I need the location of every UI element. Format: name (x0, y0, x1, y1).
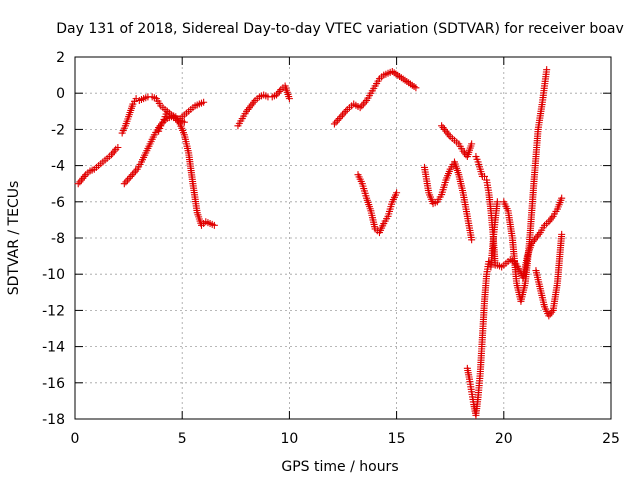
x-tick-label: 0 (71, 431, 80, 447)
data-point (210, 221, 218, 229)
x-tick-label: 10 (280, 431, 298, 447)
data-point (76, 178, 84, 186)
y-tick-label: -12 (42, 303, 65, 319)
y-tick-label: 2 (56, 50, 65, 66)
series-arc-13 (500, 66, 551, 305)
data-point (393, 189, 401, 197)
data-point (412, 84, 420, 92)
series-arc-8 (420, 158, 476, 244)
data-point (334, 116, 342, 124)
series-arc-5 (234, 82, 293, 130)
data-point (481, 172, 489, 180)
data-point (128, 171, 136, 179)
series-arc-4 (155, 107, 188, 135)
y-tick-label: -6 (51, 195, 65, 211)
data-point (335, 115, 343, 123)
data-points (74, 66, 566, 419)
data-point (558, 230, 566, 238)
data-point (127, 172, 135, 180)
data-point (543, 66, 551, 74)
y-tick-label: -16 (42, 376, 65, 392)
data-point (468, 236, 476, 244)
data-point (468, 140, 476, 148)
series-arc-14 (532, 230, 566, 320)
data-point (493, 198, 501, 206)
data-point (125, 174, 133, 182)
chart-title: Day 131 of 2018, Sidereal Day-to-day VTE… (56, 21, 624, 37)
x-tick-label: 25 (602, 431, 620, 447)
data-point (124, 176, 132, 184)
data-point (340, 109, 348, 117)
axis-ticks: 20-2-4-6-8-10-12-14-16-180 5 10 15 20 25 (42, 50, 620, 447)
x-axis-label: GPS time / hours (281, 459, 398, 475)
data-point (332, 118, 340, 126)
data-point (342, 107, 350, 115)
data-point (358, 102, 366, 110)
data-point (285, 95, 293, 103)
data-point (130, 169, 138, 177)
x-tick-label: 15 (388, 431, 406, 447)
data-point (132, 167, 140, 175)
series-arc-11 (472, 153, 499, 269)
y-tick-label: -2 (51, 122, 65, 138)
data-point (558, 194, 566, 202)
series-arc-9 (438, 122, 476, 161)
data-point (122, 178, 130, 186)
y-tick-label: -8 (51, 231, 65, 247)
data-point (74, 180, 82, 188)
series-arc-7 (354, 171, 401, 237)
data-point (338, 111, 346, 119)
series-arc-2 (118, 93, 208, 137)
y-tick-label: -10 (42, 267, 65, 283)
y-tick-label: 0 (56, 86, 65, 102)
series-arc-3 (120, 113, 218, 229)
series-arc-1 (74, 144, 122, 188)
x-tick-label: 20 (495, 431, 513, 447)
series-arc-6 (330, 67, 420, 128)
y-tick-label: -14 (42, 340, 65, 356)
data-point (200, 98, 208, 106)
data-point (114, 144, 122, 151)
data-point (361, 98, 369, 106)
data-point (180, 118, 188, 126)
y-tick-label: -4 (51, 159, 65, 175)
y-axis-label: SDTVAR / TECUs (6, 181, 22, 296)
y-tick-label: -18 (42, 412, 65, 428)
data-point (337, 113, 345, 121)
data-point (330, 120, 338, 128)
x-tick-label: 5 (178, 431, 187, 447)
data-point (157, 122, 165, 130)
data-point (120, 180, 128, 188)
